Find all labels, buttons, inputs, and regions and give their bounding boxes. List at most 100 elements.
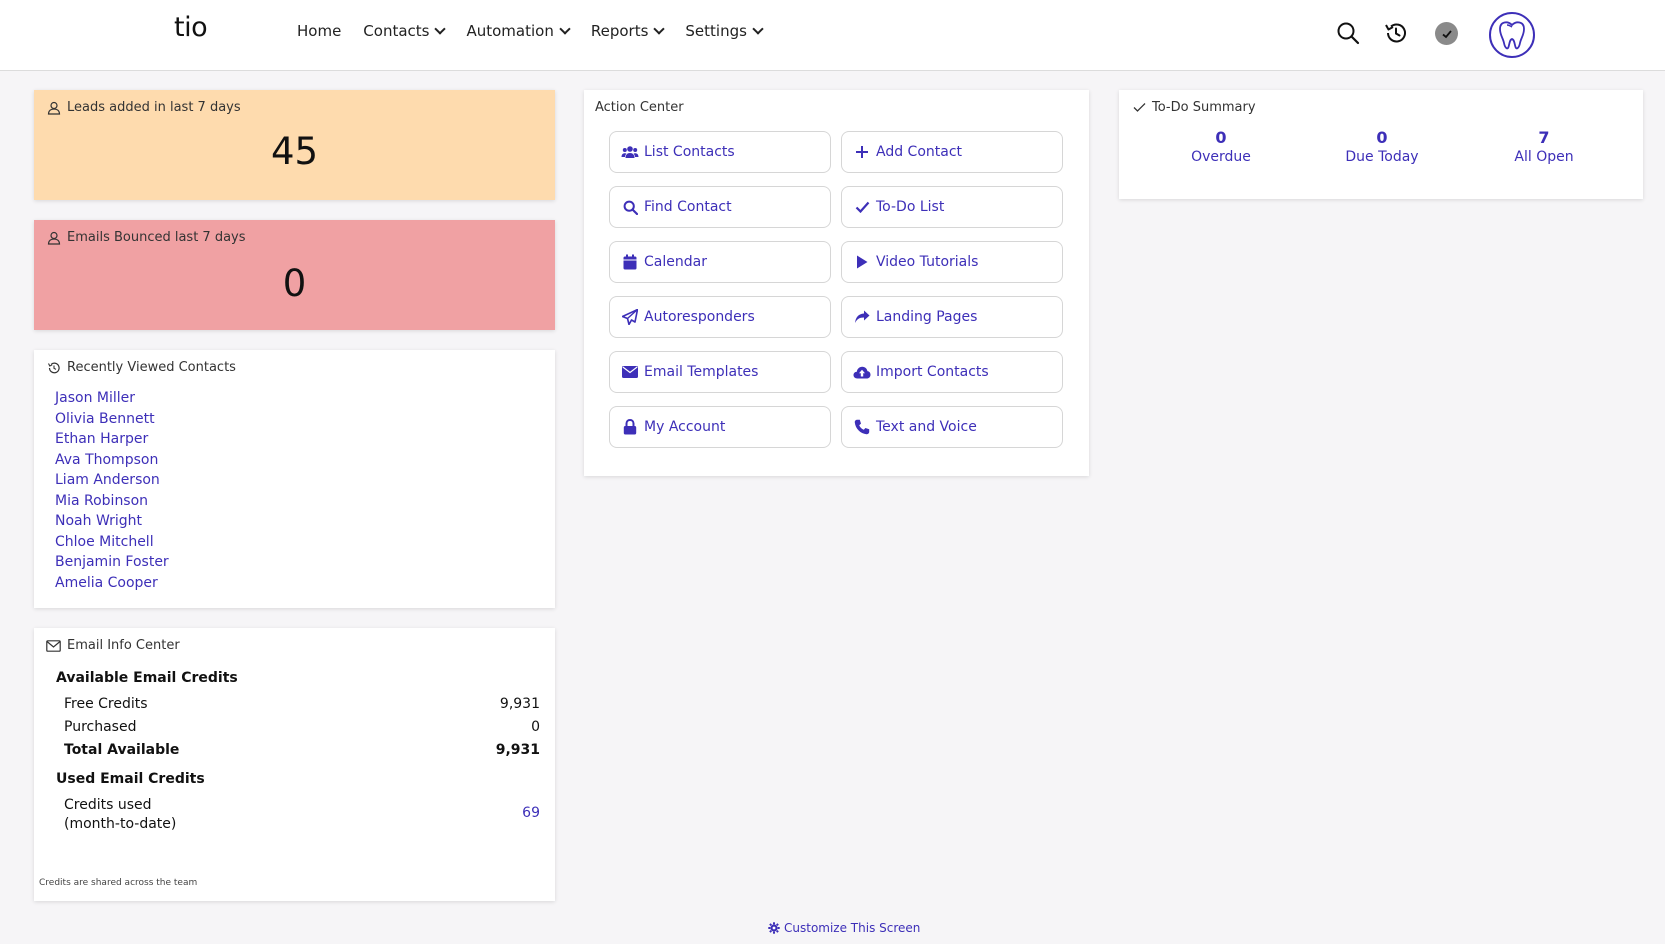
text-and-voice-label: Text and Voice	[876, 419, 977, 435]
todo-summary-card: To-Do Summary 0 Overdue 0 Due Today 7 Al…	[1119, 90, 1643, 199]
users-icon	[621, 143, 639, 161]
envelope-icon	[621, 363, 639, 381]
user-icon	[47, 101, 61, 115]
bounced-count: 0	[282, 262, 307, 305]
leads-card-label: Leads added in last 7 days	[67, 100, 241, 115]
leads-card[interactable]: Leads added in last 7 days 45	[34, 90, 555, 200]
nav-home-label: Home	[297, 22, 342, 40]
calendar-button[interactable]: Calendar	[609, 241, 831, 283]
contact-link[interactable]: Mia Robinson	[55, 492, 149, 509]
total-available-value: 9,931	[495, 742, 540, 758]
find-contact-button[interactable]: Find Contact	[609, 186, 831, 228]
email-info-label: Email Info Center	[67, 638, 180, 653]
nav-contacts[interactable]: Contacts	[363, 22, 447, 40]
play-icon	[853, 253, 871, 271]
credits-used-label-line1: Credits used	[64, 797, 152, 813]
nav-automation[interactable]: Automation	[466, 22, 571, 40]
status-check-icon[interactable]	[1435, 22, 1458, 45]
purchased-value: 0	[531, 719, 540, 735]
total-available-label: Total Available	[64, 742, 180, 758]
phone-icon	[853, 418, 871, 436]
find-contact-label: Find Contact	[644, 199, 732, 215]
action-center-title: Action Center	[595, 100, 684, 115]
plus-icon	[853, 143, 871, 161]
leads-count: 45	[270, 130, 319, 173]
chevron-down-icon	[559, 22, 571, 35]
used-credits-label: Used Email Credits	[56, 771, 205, 787]
todo-all-open[interactable]: 7 All Open	[1474, 128, 1614, 165]
video-tutorials-button[interactable]: Video Tutorials	[841, 241, 1063, 283]
credits-used-value[interactable]: 69	[522, 805, 540, 821]
todo-due-today[interactable]: 0 Due Today	[1312, 128, 1452, 165]
email-info-title: Email Info Center	[46, 638, 180, 653]
contact-link[interactable]: Noah Wright	[55, 513, 143, 529]
todo-overdue-count: 0	[1215, 128, 1227, 147]
my-account-label: My Account	[644, 419, 726, 435]
history-icon	[48, 362, 60, 373]
recent-contacts-card: Recently Viewed Contacts Jason Miller Ol…	[34, 350, 555, 608]
todo-summary-title: To-Do Summary	[1133, 100, 1256, 115]
nav-settings[interactable]: Settings	[685, 22, 764, 40]
search-icon	[621, 198, 639, 216]
contact-link[interactable]: Olivia Bennett	[55, 410, 155, 427]
action-center-card: Action Center List Contacts Add Contact …	[584, 90, 1089, 476]
contact-link[interactable]: Ethan Harper	[55, 431, 149, 447]
credits-used-label-line2: (month-to-date)	[64, 816, 177, 832]
todo-list-button[interactable]: To-Do List	[841, 186, 1063, 228]
calendar-label: Calendar	[644, 254, 707, 270]
available-credits-label: Available Email Credits	[56, 670, 238, 686]
chevron-down-icon	[434, 22, 447, 35]
video-tutorials-label: Video Tutorials	[876, 254, 979, 270]
text-and-voice-button[interactable]: Text and Voice	[841, 406, 1063, 448]
bounced-card-title: Emails Bounced last 7 days	[47, 230, 246, 245]
nav-settings-label: Settings	[685, 22, 747, 40]
email-info-card: Email Info Center Available Email Credit…	[34, 628, 555, 901]
user-icon	[47, 231, 61, 245]
nav-automation-label: Automation	[466, 22, 554, 40]
contact-link[interactable]: Chloe Mitchell	[55, 533, 154, 550]
calendar-icon	[621, 253, 639, 271]
check-icon	[853, 198, 871, 216]
recent-contacts-list: Jason Miller Olivia Bennett Ethan Harper…	[55, 388, 169, 593]
top-navbar: tio Home Contacts Automation Reports Set…	[0, 0, 1665, 71]
list-contacts-button[interactable]: List Contacts	[609, 131, 831, 173]
cloud-upload-icon	[853, 363, 871, 381]
share-icon	[853, 308, 871, 326]
add-contact-button[interactable]: Add Contact	[841, 131, 1063, 173]
my-account-button[interactable]: My Account	[609, 406, 831, 448]
bounced-card[interactable]: Emails Bounced last 7 days 0	[34, 220, 555, 330]
recent-contacts-label: Recently Viewed Contacts	[67, 360, 236, 375]
search-icon[interactable]	[1334, 19, 1362, 47]
todo-due-today-count: 0	[1376, 128, 1388, 147]
free-credits-value: 9,931	[499, 696, 540, 712]
credits-used-label: Credits used (month-to-date)	[64, 796, 176, 834]
email-templates-label: Email Templates	[644, 364, 759, 380]
contact-link[interactable]: Benjamin Foster	[55, 554, 169, 570]
history-icon[interactable]	[1382, 19, 1410, 47]
credits-note: Credits are shared across the team	[39, 878, 198, 888]
nav-home[interactable]: Home	[297, 22, 341, 40]
contact-link[interactable]: Liam Anderson	[55, 472, 160, 488]
leads-card-title: Leads added in last 7 days	[47, 100, 241, 115]
envelope-icon	[46, 639, 61, 652]
check-icon	[1133, 103, 1146, 112]
import-contacts-button[interactable]: Import Contacts	[841, 351, 1063, 393]
tooth-avatar-icon[interactable]	[1489, 12, 1535, 58]
contact-link[interactable]: Jason Miller	[55, 390, 136, 406]
nav-reports[interactable]: Reports	[591, 22, 666, 40]
chevron-down-icon	[752, 22, 764, 35]
todo-overdue[interactable]: 0 Overdue	[1151, 128, 1291, 165]
customize-screen-link[interactable]: Customize This Screen	[768, 921, 920, 935]
list-contacts-label: List Contacts	[644, 144, 735, 160]
contact-link[interactable]: Amelia Cooper	[55, 574, 158, 591]
paper-plane-icon	[621, 308, 639, 326]
nav-contacts-label: Contacts	[363, 22, 430, 40]
app-logo[interactable]: tio	[174, 12, 208, 43]
autoresponders-button[interactable]: Autoresponders	[609, 296, 831, 338]
landing-pages-button[interactable]: Landing Pages	[841, 296, 1063, 338]
add-contact-label: Add Contact	[876, 144, 963, 160]
contact-link[interactable]: Ava Thompson	[55, 451, 159, 468]
import-contacts-label: Import Contacts	[876, 364, 989, 380]
email-templates-button[interactable]: Email Templates	[609, 351, 831, 393]
gear-icon	[768, 922, 780, 934]
